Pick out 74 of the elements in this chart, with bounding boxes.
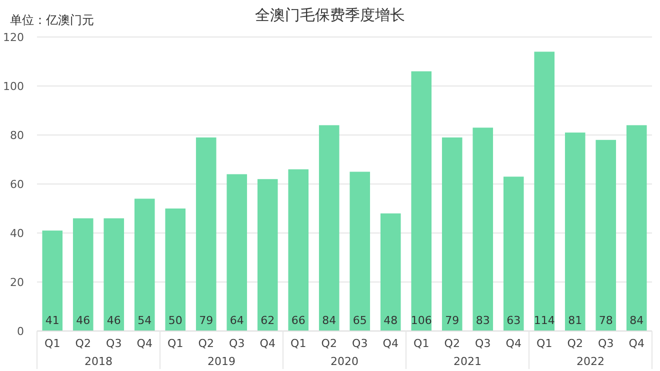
y-tick-label: 100 xyxy=(3,80,24,93)
data-label: 62 xyxy=(260,314,275,327)
bar xyxy=(442,137,462,331)
bar xyxy=(165,208,186,331)
bar xyxy=(596,140,616,331)
x-tick-label: Q1 xyxy=(168,337,184,350)
y-axis-title: 单位：亿澳门元 xyxy=(10,13,94,27)
chart-title: 全澳门毛保费季度增长 xyxy=(255,6,405,24)
text: 2022 xyxy=(576,355,604,368)
y-tick-label: 60 xyxy=(10,178,24,191)
data-label: 63 xyxy=(506,314,521,327)
x-tick-label: Q3 xyxy=(229,337,245,350)
y-tick-label: 40 xyxy=(10,227,24,240)
x-tick-label: Q1 xyxy=(290,337,306,350)
data-label: 65 xyxy=(352,314,367,327)
data-label: 79 xyxy=(199,314,214,327)
x-tick-label: Q4 xyxy=(136,337,152,350)
data-label: 78 xyxy=(598,314,613,327)
data-label: 84 xyxy=(630,314,644,327)
bar xyxy=(626,125,647,331)
y-tick-label: 120 xyxy=(3,31,24,44)
x-tick-label: Q3 xyxy=(475,337,491,350)
x-tick-label: Q2 xyxy=(75,337,91,350)
bar xyxy=(226,174,248,331)
bar xyxy=(134,198,155,331)
x-tick-label: Q2 xyxy=(444,337,460,350)
x-tick-label: Q4 xyxy=(506,337,522,350)
bar xyxy=(42,230,63,331)
bar xyxy=(318,125,340,331)
x-tick-label: Q4 xyxy=(382,337,398,350)
x-tick-label: Q2 xyxy=(567,337,583,350)
bar xyxy=(534,52,555,331)
data-label: 81 xyxy=(568,314,582,327)
data-label: 46 xyxy=(76,314,90,327)
y-tick-label: 20 xyxy=(10,276,24,289)
data-label: 64 xyxy=(230,314,244,327)
data-label: 46 xyxy=(106,314,121,327)
bar xyxy=(72,218,94,331)
text: 2021 xyxy=(454,355,482,368)
data-label: 83 xyxy=(476,314,490,327)
data-label: 84 xyxy=(322,314,336,327)
data-label: 54 xyxy=(138,314,152,327)
bar xyxy=(503,176,524,331)
x-tick-label: Q4 xyxy=(628,337,644,350)
data-label: 50 xyxy=(168,314,182,327)
data-label: 79 xyxy=(445,314,460,327)
text: 2019 xyxy=(208,355,236,368)
bar xyxy=(257,179,278,331)
bar xyxy=(196,137,216,331)
bar xyxy=(104,218,124,331)
x-tick-label: Q1 xyxy=(44,337,60,350)
data-label: 41 xyxy=(45,314,60,327)
x-tick-label: Q2 xyxy=(321,337,337,350)
x-tick-label: Q2 xyxy=(198,337,214,350)
text: 2018 xyxy=(84,355,112,368)
bar xyxy=(472,128,494,331)
text: 2020 xyxy=(330,355,358,368)
bar xyxy=(350,172,370,331)
data-label: 106 xyxy=(410,314,432,327)
data-label: 114 xyxy=(534,314,555,327)
x-tick-label: Q3 xyxy=(106,337,122,350)
y-tick-label: 0 xyxy=(17,325,24,338)
x-tick-label: Q1 xyxy=(536,337,552,350)
bar xyxy=(380,213,401,331)
x-tick-label: Q1 xyxy=(414,337,430,350)
bar xyxy=(564,132,586,331)
x-tick-label: Q3 xyxy=(352,337,368,350)
data-label: 48 xyxy=(384,314,398,327)
y-tick-label: 80 xyxy=(10,129,24,142)
data-label: 66 xyxy=(291,314,306,327)
x-tick-label: Q3 xyxy=(598,337,614,350)
x-tick-label: Q4 xyxy=(260,337,276,350)
bar xyxy=(411,71,432,331)
bar xyxy=(288,169,309,331)
